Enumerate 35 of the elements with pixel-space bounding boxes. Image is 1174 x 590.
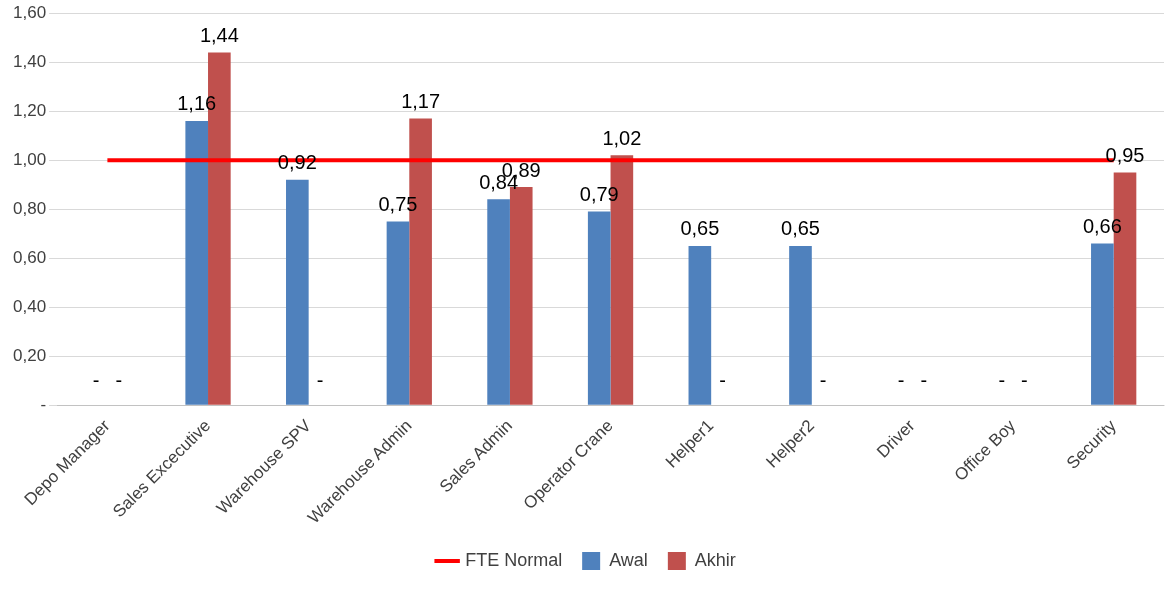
data-label: - [1021, 368, 1028, 391]
y-tick-label: - [40, 394, 47, 414]
legend-label: Awal [609, 549, 648, 570]
y-tick-label: 0,20 [12, 345, 47, 365]
y-tick-label: 1,40 [12, 51, 47, 71]
data-label: 0,95 [1105, 143, 1145, 166]
bar [386, 221, 410, 405]
bar [1091, 243, 1114, 405]
data-label: - [92, 368, 100, 391]
data-label: - [819, 368, 827, 391]
data-label: - [920, 368, 928, 391]
y-tick-label: 1,00 [12, 149, 47, 169]
data-label: - [115, 368, 123, 391]
data-label: 0,65 [680, 217, 720, 240]
data-label: - [998, 368, 1006, 391]
y-tick-label: 0,80 [12, 198, 47, 218]
legend-label: FTE Normal [465, 549, 563, 570]
data-label: - [316, 368, 324, 391]
data-label: - [897, 368, 905, 391]
data-label: 1,17 [401, 90, 441, 113]
y-tick-label: 0,60 [12, 247, 47, 267]
y-tick-label: 0,40 [12, 296, 47, 316]
legend-label: Akhir [694, 549, 736, 570]
data-label: 1,44 [199, 23, 239, 46]
data-label: 0,65 [781, 217, 820, 240]
bar [185, 120, 209, 405]
bar [688, 245, 712, 405]
bar [587, 211, 611, 405]
bar [286, 179, 309, 405]
y-tick-label: 1,20 [12, 100, 47, 120]
y-tick-label: 1,60 [12, 2, 47, 22]
bar [789, 245, 812, 405]
data-label: 1,02 [602, 126, 642, 149]
data-label: - [719, 368, 726, 391]
bar [487, 199, 510, 405]
